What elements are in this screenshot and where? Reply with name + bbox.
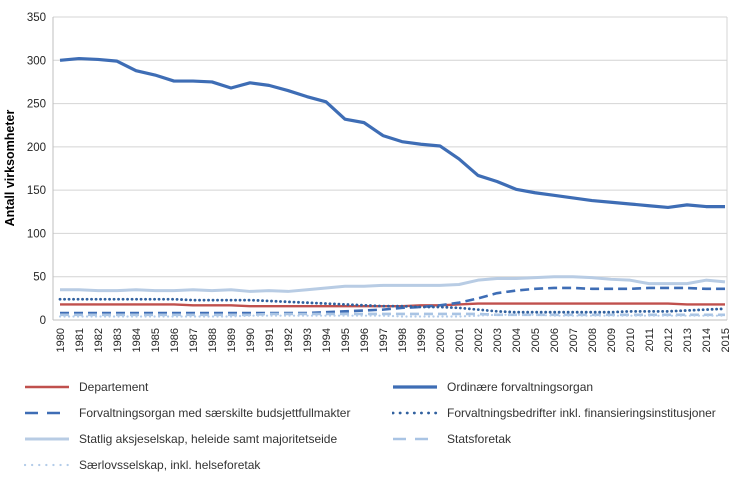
x-tick-label: 1980 <box>55 328 67 352</box>
x-tick-label: 2006 <box>549 328 561 352</box>
x-tick-label: 1993 <box>302 328 314 352</box>
x-tick-label: 2000 <box>435 328 447 352</box>
legend-swatch-forvaltningsbedrifter <box>392 411 438 415</box>
legend-swatch-statlig_aksjeselskap <box>25 437 69 441</box>
x-tick-label: 2014 <box>701 328 713 352</box>
x-tick-label: 1985 <box>150 328 162 352</box>
x-tick-label: 1999 <box>416 328 428 352</box>
x-tick-label: 1992 <box>283 328 295 352</box>
legend-label-statsforetak: Statsforetak <box>447 432 512 446</box>
x-tick-label: 2009 <box>606 328 618 352</box>
x-tick-label: 1981 <box>74 328 86 352</box>
y-tick-label: 0 <box>40 315 46 327</box>
x-tick-label: 1990 <box>245 328 257 352</box>
series-line-saerlovsselskap <box>58 313 727 318</box>
x-tick-label: 1995 <box>340 328 352 352</box>
x-tick-label: 2008 <box>587 328 599 352</box>
chart-plot-area: Antall virksomheter 0 50 100 150 200 250 300 35… <box>3 12 730 352</box>
legend-label-saerlovsselskap: Særlovsselskap, inkl. helseforetak <box>79 458 261 472</box>
legend-item-statsforetak: Statsforetak <box>368 426 730 452</box>
x-tick-label: 2005 <box>530 328 542 352</box>
x-tick-label: 2003 <box>492 328 504 352</box>
y-tick-label: 150 <box>27 185 46 197</box>
y-tick-label: 250 <box>27 99 46 111</box>
legend-swatch-ordinaere <box>393 385 437 389</box>
x-tick-label: 2013 <box>682 328 694 352</box>
legend-item-statlig_aksjeselskap: Statlig aksjeselskap, heleide samt major… <box>0 426 368 452</box>
legend-swatch-saerskilte <box>25 411 69 415</box>
legend-item-saerlovsselskap: Særlovsselskap, inkl. helseforetak <box>0 452 368 478</box>
legend-item-ordinaere: Ordinære forvaltningsorgan <box>368 374 730 400</box>
x-tick-label: 2007 <box>568 328 580 352</box>
y-tick-label: 350 <box>27 12 46 24</box>
x-tick-label: 1983 <box>112 328 124 352</box>
x-tick-label: 2001 <box>454 328 466 352</box>
x-tick-label: 2002 <box>473 328 485 352</box>
legend-swatch-departement <box>25 385 69 389</box>
legend-label-saerskilte: Forvaltningsorgan med særskilte budsjett… <box>79 406 351 420</box>
x-tick-label: 1994 <box>321 328 333 352</box>
x-tick-label: 1988 <box>207 328 219 352</box>
y-tick-label: 100 <box>27 228 46 240</box>
legend-label-ordinaere: Ordinære forvaltningsorgan <box>447 380 594 394</box>
x-tick-label: 1989 <box>226 328 238 352</box>
legend-item-departement: Departement <box>0 374 368 400</box>
y-tick-label: 300 <box>27 55 46 67</box>
legend-item-forvaltningsbedrifter: Forvaltningsbedrifter inkl. finansiering… <box>368 400 730 426</box>
legend-swatch-saerlovsselskap <box>24 463 70 467</box>
x-tick-label: 1996 <box>359 328 371 352</box>
series-line-statlig_aksjeselskap <box>60 275 726 293</box>
x-tick-label: 2004 <box>511 328 523 352</box>
series-line-forvaltningsbedrifter <box>58 297 727 314</box>
y-tick-label: 200 <box>27 142 46 154</box>
series-line-statsforetak <box>60 312 725 317</box>
y-axis-title: Antall virksomheter <box>3 110 17 227</box>
x-tick-label: 1987 <box>188 328 200 352</box>
legend-label-forvaltningsbedrifter: Forvaltningsbedrifter inkl. finansiering… <box>447 406 716 420</box>
x-tick-label: 2011 <box>644 328 656 352</box>
legend-label-statlig_aksjeselskap: Statlig aksjeselskap, heleide samt major… <box>79 432 338 446</box>
legend-label-departement: Departement <box>79 380 149 394</box>
x-tick-label: 1982 <box>93 328 105 352</box>
chart-legend: Departement Ordinære forvaltningsorgan For… <box>0 374 730 478</box>
x-tick-label: 1986 <box>169 328 181 352</box>
y-tick-label: 50 <box>33 272 46 284</box>
x-tick-label: 2015 <box>720 328 730 352</box>
legend-item-saerskilte: Forvaltningsorgan med særskilte budsjett… <box>0 400 368 426</box>
x-tick-label: 1984 <box>131 328 143 352</box>
x-tick-label: 1997 <box>378 328 390 352</box>
x-tick-label: 1998 <box>397 328 409 352</box>
legend-swatch-statsforetak <box>393 437 437 441</box>
x-tick-label: 1991 <box>264 328 276 352</box>
x-tick-label: 2012 <box>663 328 675 352</box>
series-line-ordinaere <box>59 56 725 210</box>
x-tick-label: 2010 <box>625 328 637 352</box>
